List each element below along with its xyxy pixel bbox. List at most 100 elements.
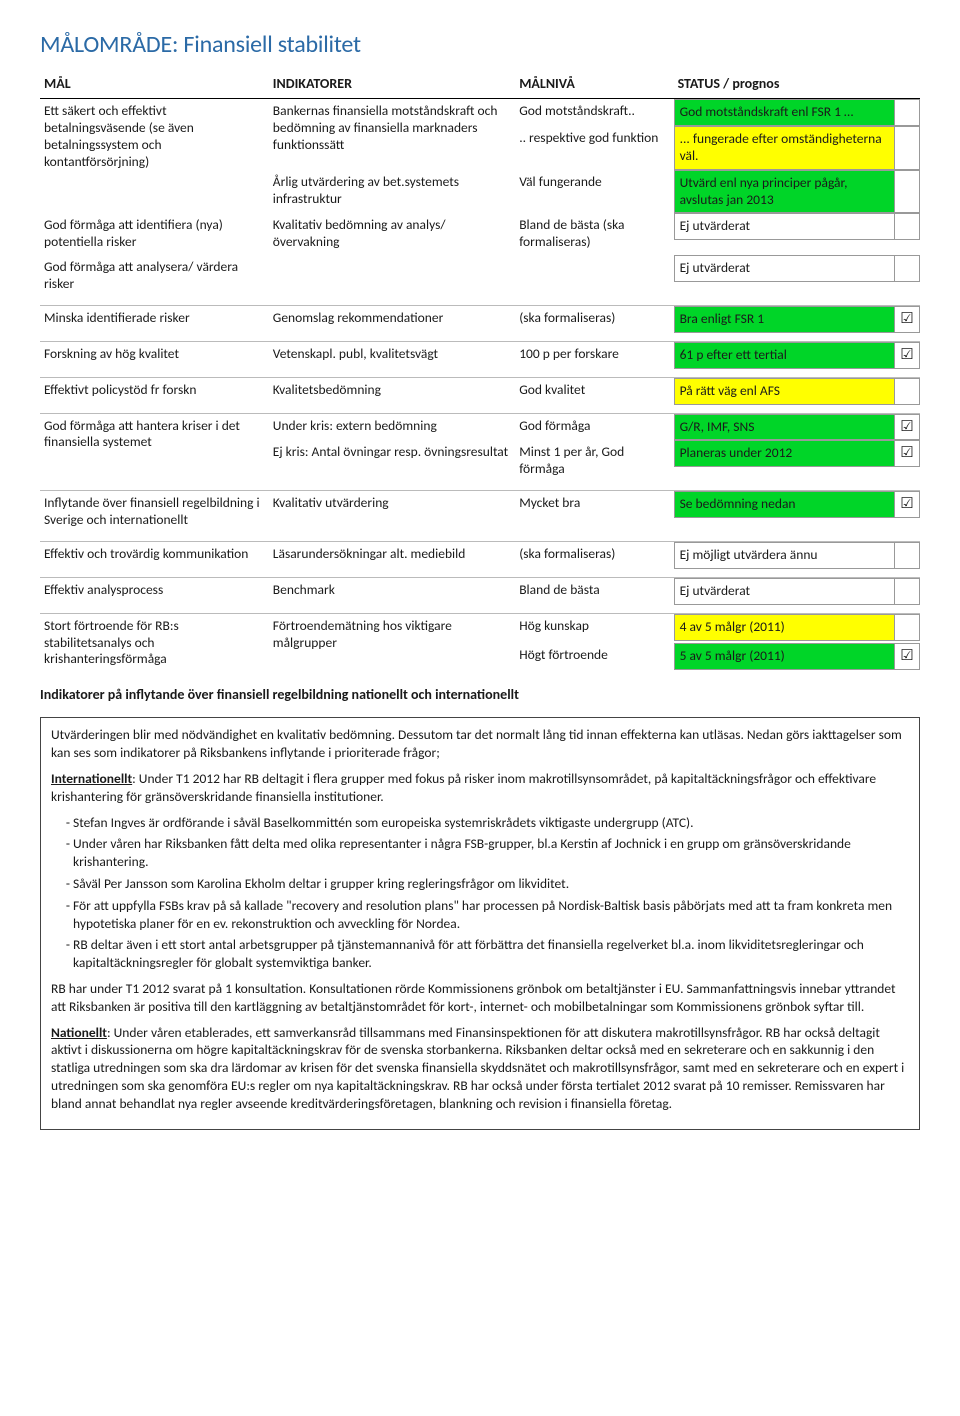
table-row xyxy=(40,333,920,342)
status-check: ☑ xyxy=(894,644,919,669)
notes-box: Utvärderingen blir med nödvändighet en k… xyxy=(40,717,920,1129)
table-row: Stort förtroende för RB:s stabilitetsana… xyxy=(40,613,920,643)
level-cell: (ska formaliseras) xyxy=(515,541,673,568)
check-icon: ☑ xyxy=(900,647,913,666)
indicator-cell: Under kris: extern bedömning xyxy=(269,413,515,440)
natl-text: : Under våren etablerades, ett samverkan… xyxy=(51,1024,904,1112)
status-cell: 61 p efter ett tertial ☑ xyxy=(674,341,920,368)
indicator-cell: Läsarundersökningar alt. mediebild xyxy=(269,541,515,568)
th-1: INDIKATORER xyxy=(269,69,515,99)
natl-lead: Nationellt xyxy=(51,1024,107,1041)
status-check xyxy=(894,615,919,640)
level-cell: God motståndskraft.. xyxy=(515,99,673,126)
notes-bullet: Under våren har Riksbanken fått delta me… xyxy=(73,835,909,871)
status-cell: Utvärd enl nya principer pågår, avslutas… xyxy=(674,170,920,214)
status-text: Bra enligt FSR 1 xyxy=(675,307,894,332)
status-text: Ej utvärderat xyxy=(675,579,894,604)
goal-cell: Forskning av hög kvalitet xyxy=(40,341,269,368)
status-check: ☑ xyxy=(894,441,919,466)
status-cell: På rätt väg enl AFS xyxy=(674,377,920,404)
status-cell: 5 av 5 målgr (2011) ☑ xyxy=(674,643,920,672)
level-cell: Väl fungerande xyxy=(515,170,673,214)
notes-heading: Indikatorer på inflytande över finansiel… xyxy=(40,686,920,703)
notes-bullet: För att uppfylla FSBs krav på så kallade… xyxy=(73,897,909,933)
goal-cell: Stort förtroende för RB:s stabilitetsana… xyxy=(40,613,269,672)
status-text: 4 av 5 målgr (2011) xyxy=(675,615,894,640)
indicator-cell: Kvalitativ utvärdering xyxy=(269,491,515,533)
level-cell: 100 p per forskare xyxy=(515,341,673,368)
indicator-cell: Genomslag rekommendationer xyxy=(269,305,515,332)
table-row xyxy=(40,569,920,578)
level-cell: Högt förtroende xyxy=(515,643,673,672)
indicators-table: MÅLINDIKATORERMÅLNIVÅSTATUS / prognos Et… xyxy=(40,69,920,672)
status-text: Planeras under 2012 xyxy=(675,441,894,466)
table-row xyxy=(40,482,920,491)
notes-bullets: Stefan Ingves är ordförande i såväl Base… xyxy=(51,814,909,973)
status-cell: Ej utvärderat xyxy=(674,577,920,604)
level-cell: Bland de bästa (ska formaliseras) xyxy=(515,213,673,297)
table-row: Effektivt policystöd fr forsknKvalitetsb… xyxy=(40,377,920,404)
table-row: Inflytande över finansiell regelbildning… xyxy=(40,491,920,533)
check-icon: ☑ xyxy=(900,495,913,514)
status-check xyxy=(894,579,919,604)
status-check xyxy=(894,543,919,568)
status-cell: God motståndskraft enl FSR 1 … xyxy=(674,99,920,126)
goal-cell: God förmåga att analysera/ värdera riske… xyxy=(40,255,269,297)
indicator-cell: Ej kris: Antal övningar resp. övningsres… xyxy=(269,440,515,482)
goal-cell: Inflytande över finansiell regelbildning… xyxy=(40,491,269,533)
status-text: God motståndskraft enl FSR 1 … xyxy=(675,100,894,125)
check-icon: ☑ xyxy=(900,346,913,365)
notes-national: Nationellt: Under våren etablerades, ett… xyxy=(51,1024,909,1113)
goal-cell: Ett säkert och effektivt betalningsväsen… xyxy=(40,99,269,214)
notes-mid-para: RB har under T1 2012 svarat på 1 konsult… xyxy=(51,980,909,1016)
indicator-cell: Årlig utvärdering av bet.systemets infra… xyxy=(269,170,515,214)
table-row xyxy=(40,369,920,378)
notes-bullet: RB deltar även i ett stort antal arbetsg… xyxy=(73,936,909,972)
status-text: 5 av 5 målgr (2011) xyxy=(675,644,894,669)
table-row xyxy=(40,405,920,414)
status-cell: Ej utvärderat xyxy=(674,255,920,297)
status-check xyxy=(894,256,919,281)
status-check: ☑ xyxy=(894,415,919,440)
table-row: Effektiv analysprocessBenchmarkBland de … xyxy=(40,577,920,604)
table-row: God förmåga att hantera kriser i det fin… xyxy=(40,413,920,440)
status-check xyxy=(894,214,919,239)
status-cell: Ej möjligt utvärdera ännu xyxy=(674,541,920,568)
intl-lead: Internationellt xyxy=(51,770,132,787)
status-cell: Se bedömning nedan☑ xyxy=(674,491,920,533)
table-row: Effektiv och trovärdig kommunikationLäsa… xyxy=(40,541,920,568)
check-icon: ☑ xyxy=(900,418,913,437)
status-check xyxy=(894,171,919,213)
indicator-cell: Vetenskapl. publ, kvalitetsvägt xyxy=(269,341,515,368)
level-cell: God kvalitet xyxy=(515,377,673,404)
table-row: Forskning av hög kvalitetVetenskapl. pub… xyxy=(40,341,920,368)
status-cell: 4 av 5 målgr (2011) xyxy=(674,613,920,643)
status-text: 61 p efter ett tertial xyxy=(675,343,894,368)
status-cell: Planeras under 2012☑ xyxy=(674,440,920,482)
level-cell: God förmåga xyxy=(515,413,673,440)
notes-bullet: Stefan Ingves är ordförande i såväl Base… xyxy=(73,814,909,832)
indicator-cell: Benchmark xyxy=(269,577,515,604)
table-row: God förmåga att identifiera (nya) potent… xyxy=(40,213,920,255)
level-cell: Minst 1 per år, God förmåga xyxy=(515,440,673,482)
th-0: MÅL xyxy=(40,69,269,99)
table-row: Ett säkert och effektivt betalningsväsen… xyxy=(40,99,920,126)
table-row xyxy=(40,533,920,542)
th-2: MÅLNIVÅ xyxy=(515,69,673,99)
table-row: Minska identifierade riskerGenomslag rek… xyxy=(40,305,920,332)
status-check: ☑ xyxy=(894,343,919,368)
page-title: MÅLOMRÅDE: Finansiell stabilitet xyxy=(40,30,920,59)
status-check xyxy=(894,379,919,404)
status-text: Ej möjligt utvärdera ännu xyxy=(675,543,894,568)
level-cell: Mycket bra xyxy=(515,491,673,533)
status-text: Utvärd enl nya principer pågår, avslutas… xyxy=(675,171,894,213)
status-text: G/R, IMF, SNS xyxy=(675,415,894,440)
status-check xyxy=(894,100,919,125)
status-text: På rätt väg enl AFS xyxy=(675,379,894,404)
status-check: ☑ xyxy=(894,492,919,517)
notes-international: Internationellt: Under T1 2012 har RB de… xyxy=(51,770,909,806)
indicator-cell: Kvalitetsbedömning xyxy=(269,377,515,404)
indicator-cell: Kvalitativ bedömning av analys/övervakni… xyxy=(269,213,515,297)
intl-text: : Under T1 2012 har RB deltagit i flera … xyxy=(51,770,876,805)
indicator-cell: Bankernas finansiella motståndskraft och… xyxy=(269,99,515,170)
